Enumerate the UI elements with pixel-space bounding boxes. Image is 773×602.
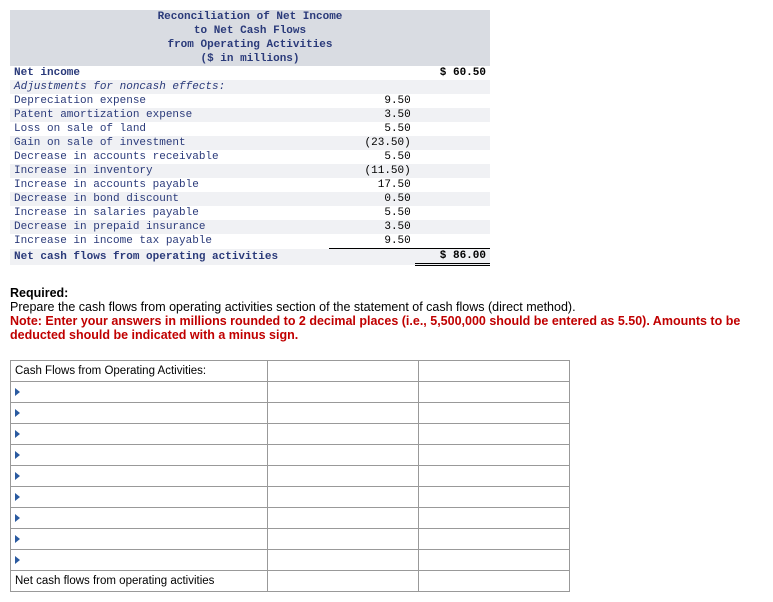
input-row-amount[interactable]: [268, 487, 419, 508]
recon-row-total: [415, 108, 490, 122]
recon-header-4: ($ in millions): [10, 52, 490, 66]
recon-row-value: [329, 80, 414, 94]
required-line1: Prepare the cash flows from operating ac…: [10, 300, 763, 314]
recon-row-total: [415, 122, 490, 136]
recon-row-label: Increase in salaries payable: [10, 206, 329, 220]
input-row-blank: [419, 466, 570, 487]
recon-row-total: [415, 220, 490, 234]
recon-row-value: 9.50: [329, 94, 414, 108]
recon-row-value: (23.50): [329, 136, 414, 150]
recon-row-label: Increase in income tax payable: [10, 234, 329, 249]
input-footer-label: Net cash flows from operating activities: [11, 571, 268, 592]
input-row-label[interactable]: [11, 403, 268, 424]
required-note: Note: Enter your answers in millions rou…: [10, 314, 763, 342]
input-row-amount[interactable]: [268, 466, 419, 487]
required-heading: Required:: [10, 286, 68, 300]
input-row-label[interactable]: [11, 550, 268, 571]
recon-row-total: [415, 94, 490, 108]
recon-row-label: Increase in inventory: [10, 164, 329, 178]
dropdown-icon: [15, 430, 20, 438]
input-row-blank: [419, 403, 570, 424]
recon-row-label: Decrease in bond discount: [10, 192, 329, 206]
recon-row-total: [415, 192, 490, 206]
recon-footer-total: $ 86.00: [415, 249, 490, 265]
dropdown-icon: [15, 535, 20, 543]
recon-row-value: 5.50: [329, 122, 414, 136]
recon-row-value: [329, 66, 414, 80]
recon-row-total: [415, 234, 490, 249]
recon-header-1: Reconciliation of Net Income: [10, 10, 490, 24]
dropdown-icon: [15, 493, 20, 501]
recon-row-label: Decrease in prepaid insurance: [10, 220, 329, 234]
recon-row-label: Gain on sale of investment: [10, 136, 329, 150]
recon-footer-label: Net cash flows from operating activities: [10, 249, 329, 265]
input-row-label[interactable]: [11, 424, 268, 445]
dropdown-icon: [15, 556, 20, 564]
input-row-blank: [419, 529, 570, 550]
dropdown-icon: [15, 409, 20, 417]
recon-row-value: 9.50: [329, 234, 414, 249]
recon-row-value: 5.50: [329, 150, 414, 164]
recon-row-total: [415, 178, 490, 192]
recon-header-2: to Net Cash Flows: [10, 24, 490, 38]
recon-row-value: 5.50: [329, 206, 414, 220]
recon-row-label: Decrease in accounts receivable: [10, 150, 329, 164]
input-row-label[interactable]: [11, 466, 268, 487]
dropdown-icon: [15, 514, 20, 522]
reconciliation-table: Reconciliation of Net Income to Net Cash…: [10, 10, 490, 266]
input-row-amount[interactable]: [268, 508, 419, 529]
input-row-blank: [419, 424, 570, 445]
input-row-blank: [419, 487, 570, 508]
input-header-blank-2: [419, 361, 570, 382]
input-row-label[interactable]: [11, 445, 268, 466]
required-section: Required: Prepare the cash flows from op…: [10, 286, 763, 342]
input-row-amount[interactable]: [268, 382, 419, 403]
input-row-label[interactable]: [11, 508, 268, 529]
input-row-amount[interactable]: [268, 424, 419, 445]
dropdown-icon: [15, 472, 20, 480]
recon-row-total: [415, 80, 490, 94]
input-row-label[interactable]: [11, 529, 268, 550]
dropdown-icon: [15, 388, 20, 396]
input-row-blank: [419, 550, 570, 571]
recon-row-total: $ 60.50: [415, 66, 490, 80]
recon-row-value: 3.50: [329, 108, 414, 122]
recon-row-label: Loss on sale of land: [10, 122, 329, 136]
input-row-amount[interactable]: [268, 445, 419, 466]
recon-row-total: [415, 136, 490, 150]
input-footer-total[interactable]: [419, 571, 570, 592]
recon-row-label: Increase in accounts payable: [10, 178, 329, 192]
recon-row-label: Patent amortization expense: [10, 108, 329, 122]
input-row-amount[interactable]: [268, 403, 419, 424]
input-footer-blank: [268, 571, 419, 592]
recon-row-total: [415, 150, 490, 164]
input-header-blank-1: [268, 361, 419, 382]
recon-header-3: from Operating Activities: [10, 38, 490, 52]
recon-row-label: Net income: [10, 66, 329, 80]
recon-row-label: Depreciation expense: [10, 94, 329, 108]
recon-row-label: Adjustments for noncash effects:: [10, 80, 329, 94]
input-row-label[interactable]: [11, 487, 268, 508]
dropdown-icon: [15, 451, 20, 459]
recon-row-total: [415, 206, 490, 220]
input-header-cell: Cash Flows from Operating Activities:: [11, 361, 268, 382]
input-row-amount[interactable]: [268, 529, 419, 550]
input-row-blank: [419, 508, 570, 529]
input-table: Cash Flows from Operating Activities: Ne…: [10, 360, 570, 592]
recon-row-value: (11.50): [329, 164, 414, 178]
input-row-amount[interactable]: [268, 550, 419, 571]
recon-row-total: [415, 164, 490, 178]
input-row-label[interactable]: [11, 382, 268, 403]
input-row-blank: [419, 382, 570, 403]
recon-row-value: 0.50: [329, 192, 414, 206]
recon-row-value: 17.50: [329, 178, 414, 192]
input-row-blank: [419, 445, 570, 466]
recon-row-value: 3.50: [329, 220, 414, 234]
